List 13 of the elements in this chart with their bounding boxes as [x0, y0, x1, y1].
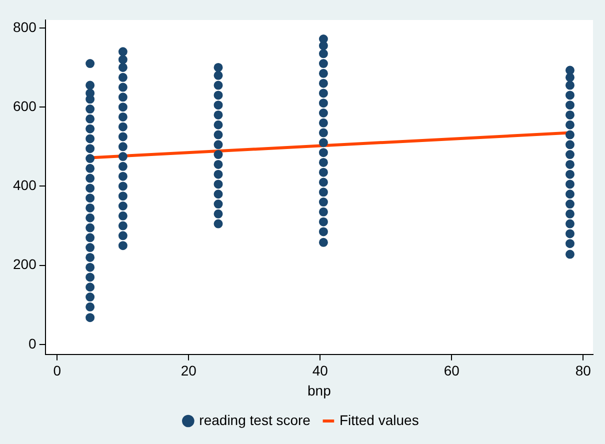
x-axis-title: bnp: [308, 382, 332, 398]
legend-label: reading test score: [199, 412, 311, 428]
x-tick-label: 60: [444, 362, 460, 379]
x-tick-label: 80: [575, 362, 592, 379]
y-tick-label: 800: [13, 18, 37, 35]
x-tick-label: 0: [53, 362, 62, 379]
x-tick-label: 40: [312, 362, 328, 379]
y-tick-label: 200: [13, 256, 37, 272]
legend-label: Fitted values: [339, 412, 419, 428]
y-tick-label: 600: [13, 98, 37, 114]
x-tick-label: 20: [180, 362, 197, 379]
y-tick-label: 400: [13, 177, 37, 194]
y-tick-label: 0: [28, 335, 37, 352]
